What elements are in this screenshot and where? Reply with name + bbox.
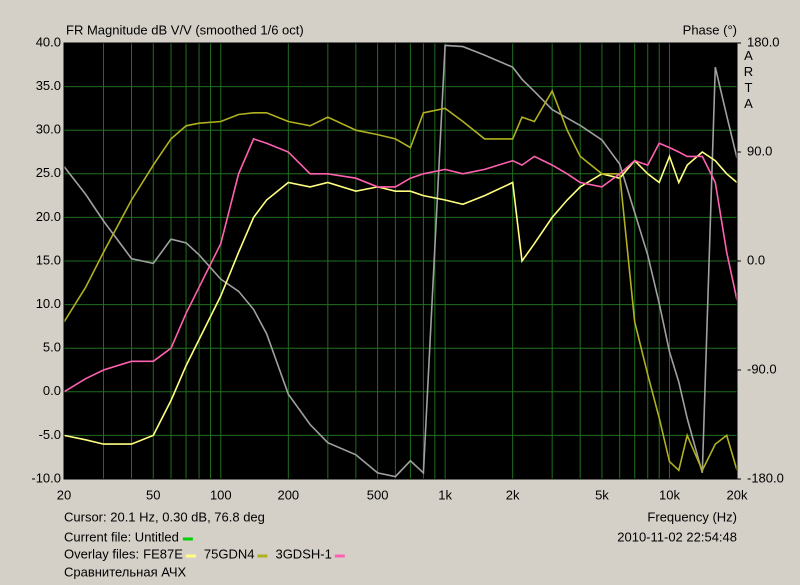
x-tick-label: 20k (727, 487, 748, 502)
overlay-label: Overlay files: (64, 546, 139, 561)
series-line (63, 150, 738, 445)
y-tick-label: -5.0 (39, 427, 61, 442)
brand: ARTA (741, 48, 756, 112)
x-tick-label: 1k (438, 487, 452, 502)
y-tick-label: 10.0 (36, 296, 61, 311)
y-tick-label: 5.0 (43, 340, 61, 355)
y2-tick-label: 180.0 (747, 34, 780, 49)
chart-title: FR Magnitude dB V/V (smoothed 1/6 oct) (66, 22, 304, 37)
x-tick-label: 10k (659, 487, 680, 502)
y2-axis-label: Phase (°) (683, 22, 737, 37)
y-tick-label: 0.0 (43, 383, 61, 398)
series-line (63, 89, 738, 473)
legend-label: FE87E (143, 546, 183, 561)
x-tick-label: 5k (595, 487, 609, 502)
y2-tick-label: 0.0 (747, 252, 765, 267)
x-tick-label: 500 (367, 487, 389, 502)
series-line (63, 137, 738, 393)
current-file: Current file: Untitled (64, 529, 179, 544)
caption: Сравнительная АЧХ (64, 564, 187, 579)
phase-line (63, 44, 738, 478)
legend-label: 75GDN4 (204, 546, 255, 561)
x-tick-label: 50 (146, 487, 160, 502)
x-tick-label: 2k (506, 487, 520, 502)
plot-frame (63, 42, 738, 480)
cursor-readout: Cursor: 20.1 Hz, 0.30 dB, 76.8 deg (64, 509, 265, 524)
y-tick-label: -10.0 (31, 470, 61, 485)
timestamp: 2010-11-02 22:54:48 (617, 529, 737, 544)
x-tick-label: 200 (277, 487, 299, 502)
x-tick-label: 100 (210, 487, 232, 502)
y2-tick-label: 90.0 (747, 143, 772, 158)
x-axis-label: Frequency (Hz) (647, 509, 737, 524)
x-tick-label: 20 (57, 487, 71, 502)
y-tick-label: 15.0 (36, 252, 61, 267)
y-tick-label: 40.0 (36, 34, 61, 49)
y-tick-label: 25.0 (36, 165, 61, 180)
y-tick-label: 20.0 (36, 209, 61, 224)
legend-label: 3GDSH-1 (275, 546, 331, 561)
y2-tick-label: -180.0 (747, 470, 784, 485)
y-tick-label: 30.0 (36, 122, 61, 137)
y-tick-label: 35.0 (36, 78, 61, 93)
y2-tick-label: -90.0 (747, 361, 777, 376)
